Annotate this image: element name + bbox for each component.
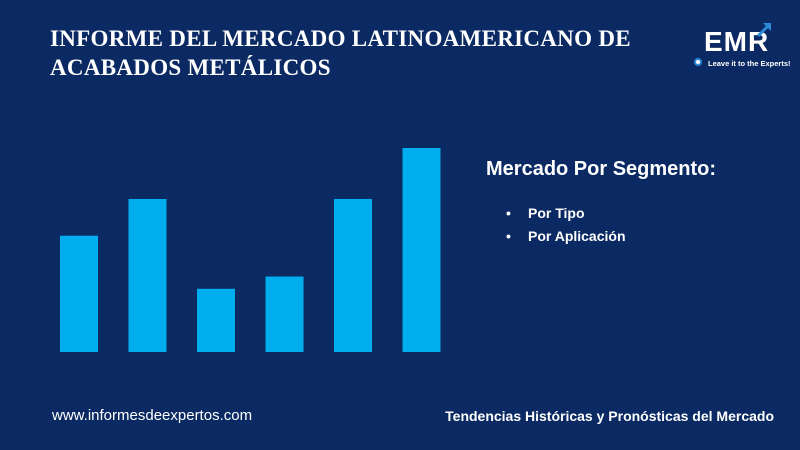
page-title: INFORME DEL MERCADO LATINOAMERICANO DE A…: [50, 26, 631, 80]
bar-chart: [60, 148, 441, 352]
segment-list: Por Tipo Por Aplicación: [506, 202, 626, 248]
bar-1: [60, 235, 98, 352]
segment-heading: Mercado Por Segmento:: [486, 158, 717, 180]
bar-2: [128, 199, 167, 352]
bar-5: [334, 199, 372, 352]
bar-6: [402, 148, 441, 352]
logo-tagline: Leave it to the Experts!: [708, 59, 791, 68]
segment-item-aplicacion: Por Aplicación: [506, 225, 626, 248]
website-link[interactable]: www.informesdeexpertos.com: [52, 407, 253, 424]
footer-tagline: Tendencias Históricas y Pronósticas del …: [445, 408, 774, 424]
bar-3: [197, 288, 235, 352]
emr-logo: EMR Leave it to the Experts!: [690, 18, 791, 78]
bar-4: [265, 276, 304, 352]
logo-text: EMR: [704, 26, 770, 57]
segment-item-tipo: Por Tipo: [506, 202, 626, 225]
arrow-up-right-icon: [756, 22, 772, 38]
logo-dot-icon: [694, 58, 702, 66]
